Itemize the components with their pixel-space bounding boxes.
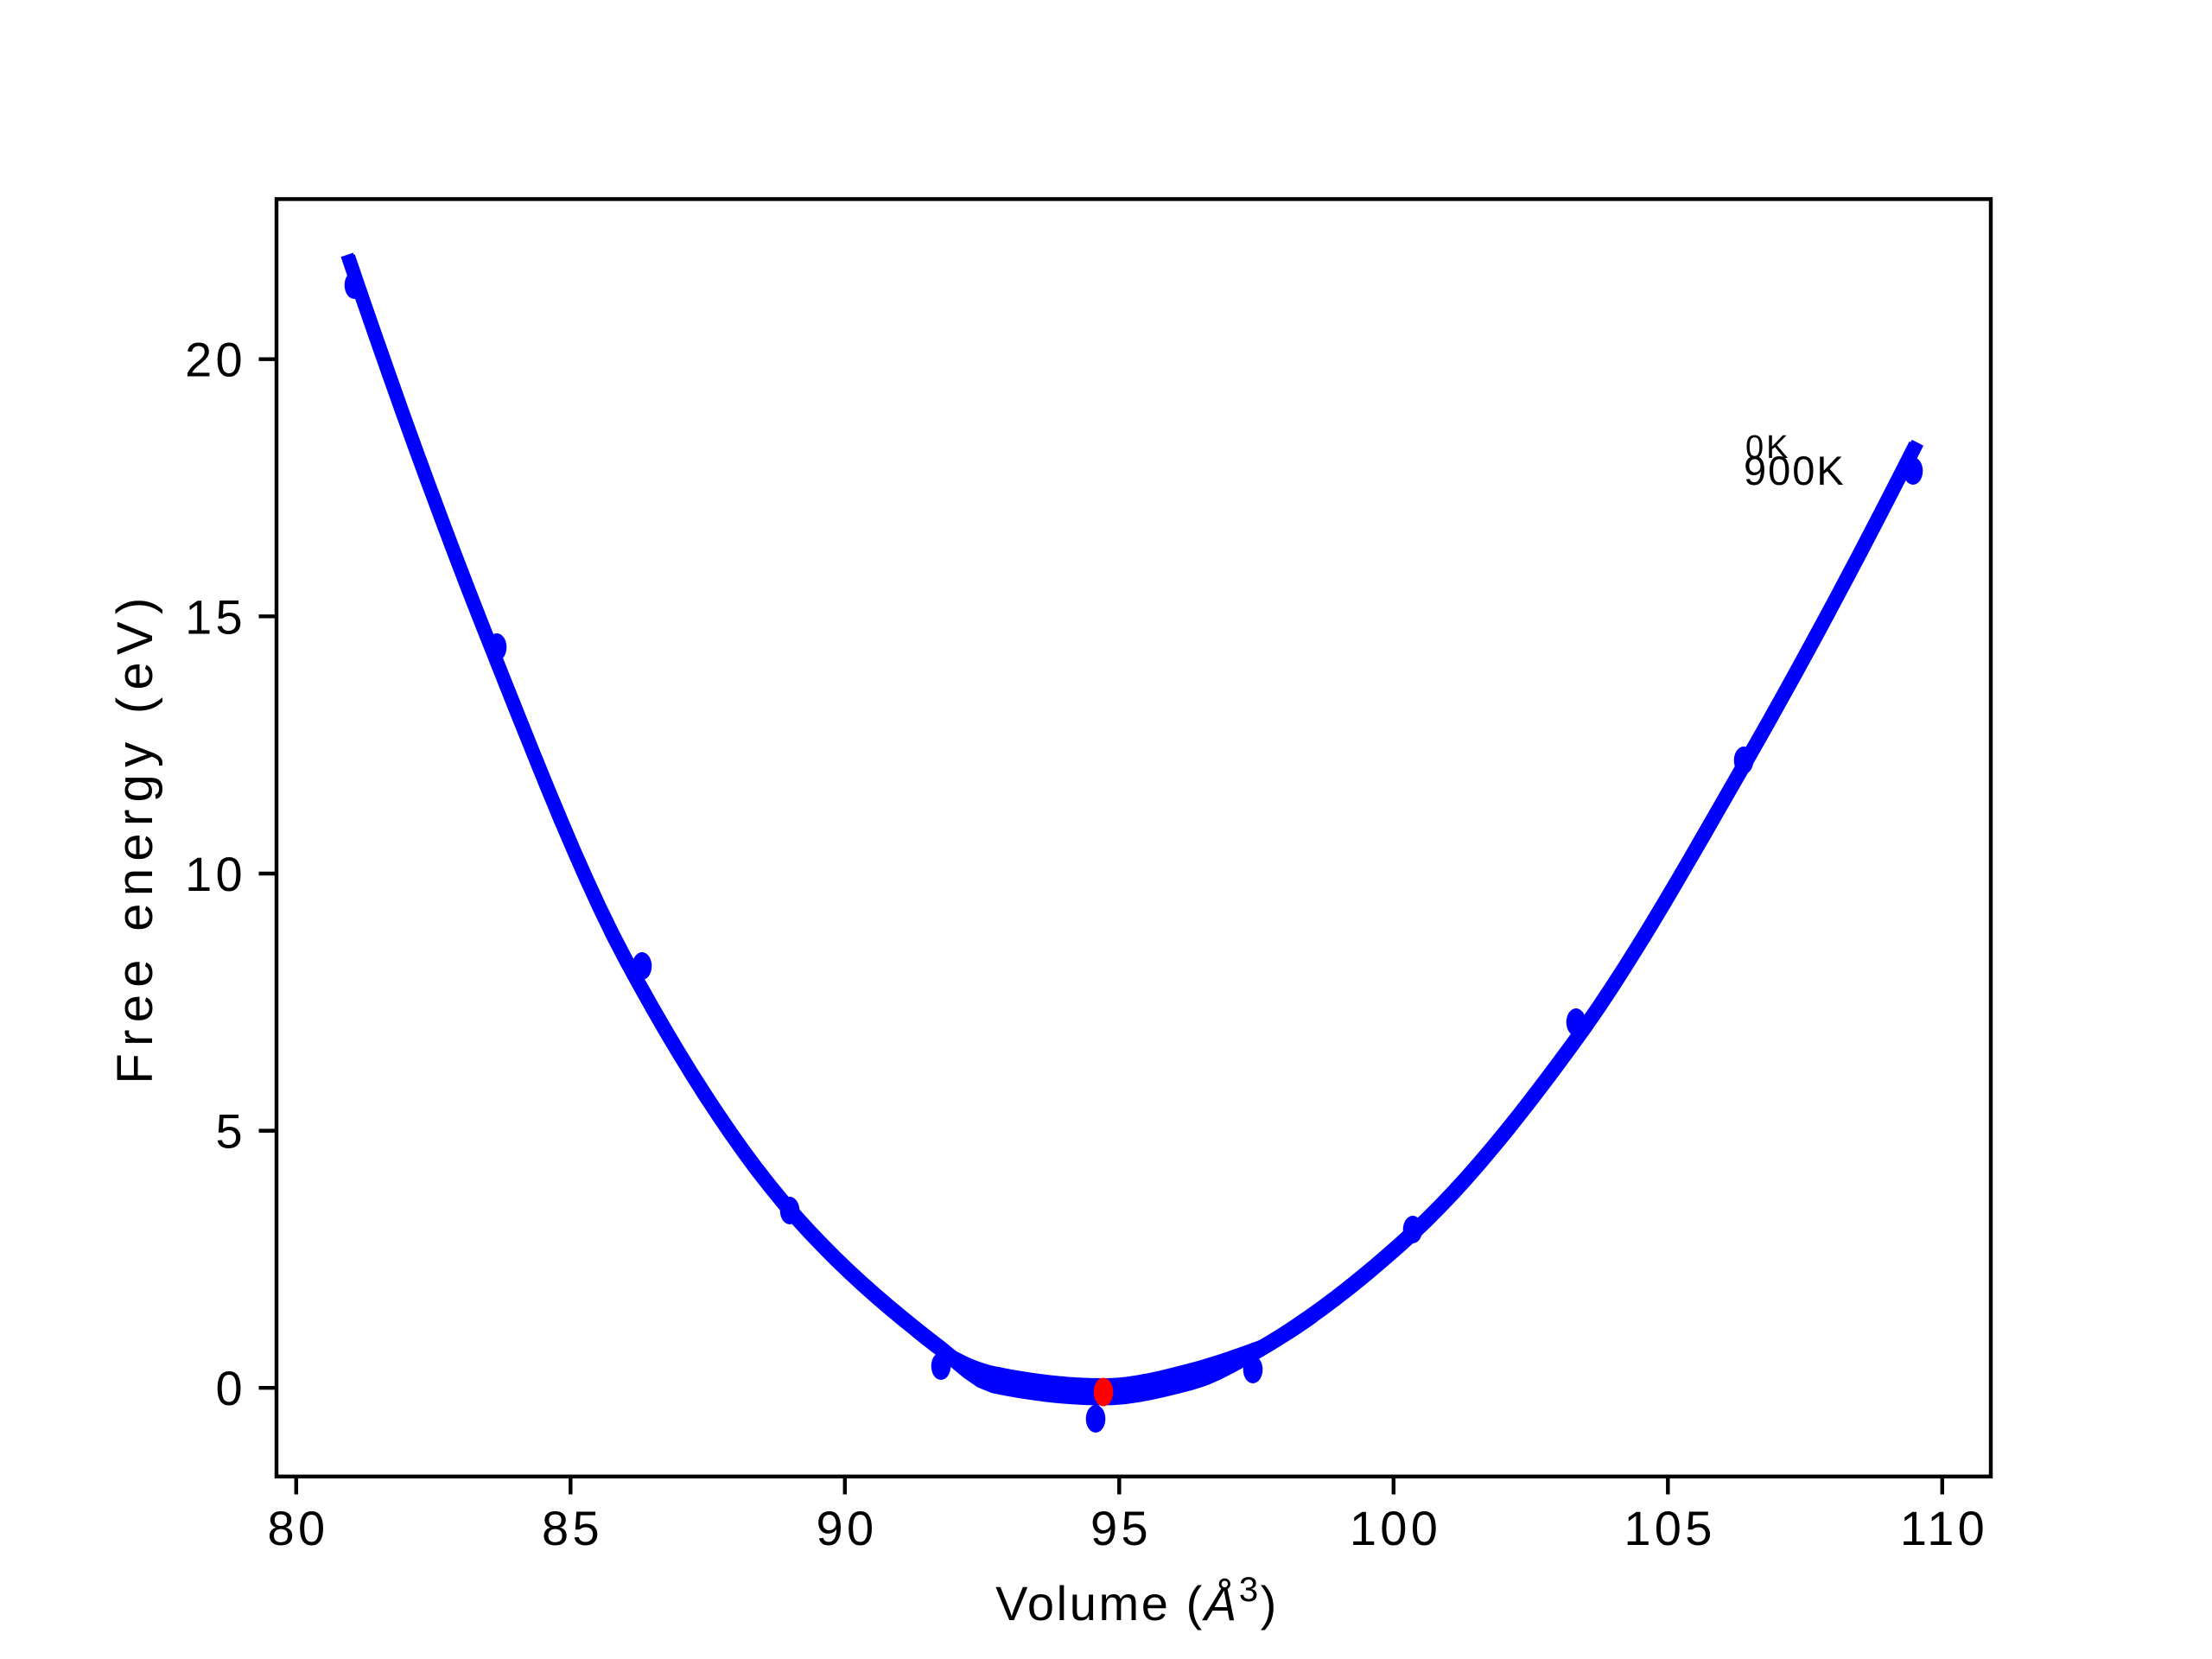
svg-text:Volume (Å3): Volume (Å3) bbox=[995, 1571, 1279, 1630]
svg-text:105: 105 bbox=[1624, 1501, 1715, 1555]
svg-text:Free energy (eV): Free energy (eV) bbox=[107, 590, 163, 1084]
svg-text:95: 95 bbox=[1090, 1501, 1152, 1555]
svg-text:100: 100 bbox=[1350, 1501, 1441, 1555]
svg-text:10: 10 bbox=[185, 847, 246, 901]
svg-text:15: 15 bbox=[185, 589, 246, 644]
svg-text:0K: 0K bbox=[1745, 429, 1790, 466]
svg-text:90: 90 bbox=[817, 1501, 878, 1555]
svg-text:20: 20 bbox=[185, 333, 246, 387]
svg-text:85: 85 bbox=[542, 1501, 603, 1555]
svg-text:80: 80 bbox=[268, 1501, 329, 1555]
svg-text:5: 5 bbox=[216, 1104, 246, 1159]
svg-text:900K: 900K bbox=[1744, 448, 1846, 493]
svg-text:0: 0 bbox=[216, 1361, 246, 1415]
svg-text:110: 110 bbox=[1900, 1501, 1988, 1555]
